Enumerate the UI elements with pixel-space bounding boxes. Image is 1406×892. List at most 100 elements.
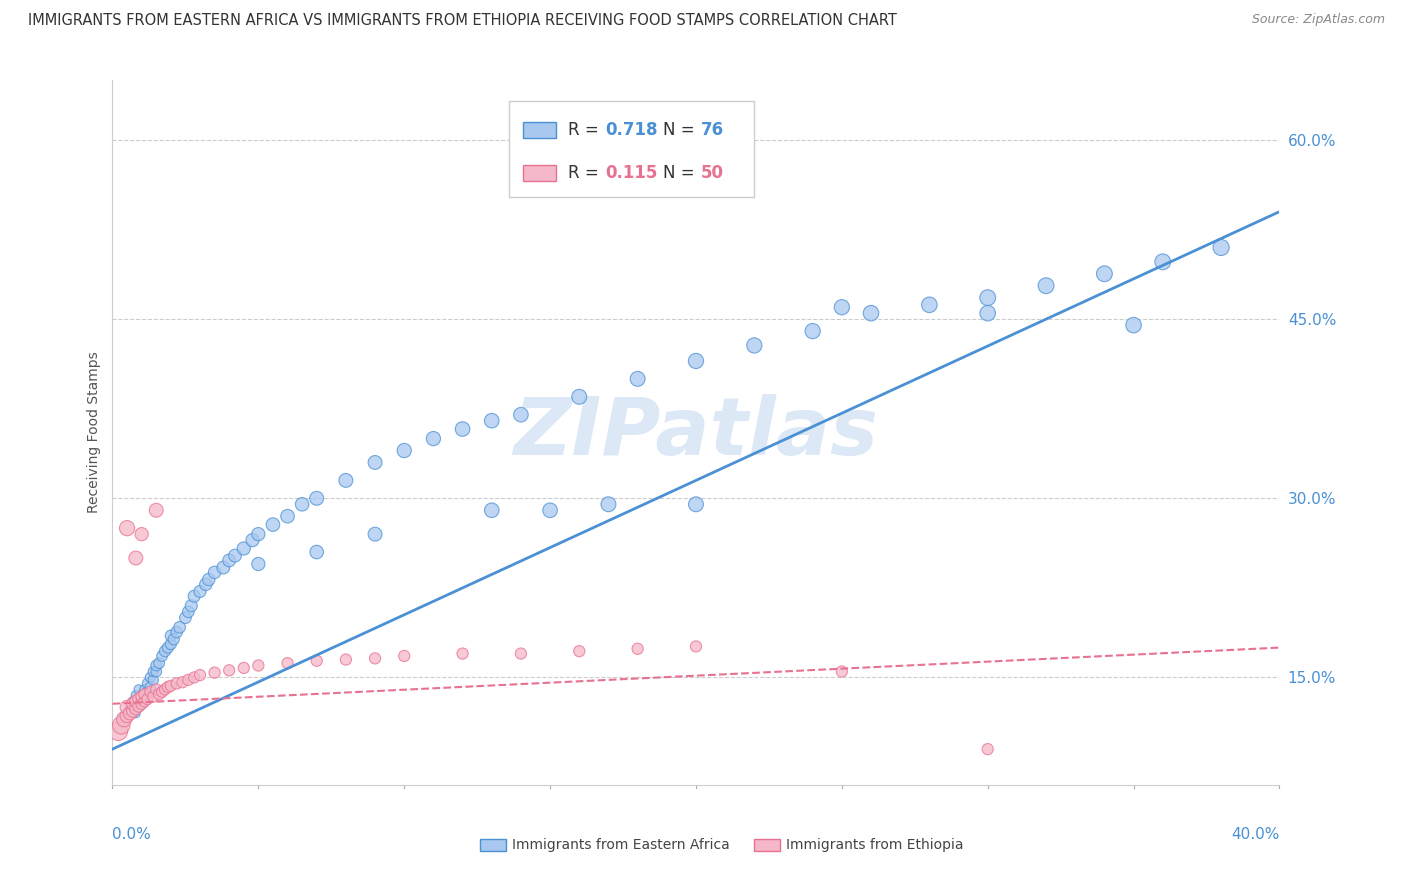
Point — [305, 654, 328, 668]
Point — [136, 676, 159, 690]
Text: R =: R = — [568, 121, 603, 139]
Point — [177, 673, 200, 687]
Point — [188, 668, 211, 682]
Point — [118, 706, 141, 721]
Point — [1035, 278, 1057, 293]
Point — [247, 658, 270, 673]
Point — [148, 656, 170, 670]
Point — [1209, 240, 1232, 254]
Point — [145, 503, 167, 517]
Point — [163, 632, 186, 647]
Point — [145, 682, 167, 697]
Text: 0.718: 0.718 — [605, 121, 658, 139]
Point — [169, 620, 191, 634]
Point — [136, 685, 159, 699]
Point — [364, 455, 387, 469]
Point — [188, 584, 211, 599]
Point — [451, 647, 474, 661]
Point — [131, 697, 153, 711]
Point — [112, 712, 135, 726]
Point — [538, 503, 561, 517]
FancyBboxPatch shape — [509, 102, 755, 196]
Point — [247, 557, 270, 571]
Point — [160, 629, 183, 643]
Point — [183, 589, 205, 603]
Point — [197, 573, 219, 587]
Point — [150, 685, 173, 699]
Point — [125, 551, 148, 566]
Point — [118, 700, 141, 714]
Point — [451, 422, 474, 436]
Point — [276, 509, 298, 524]
FancyBboxPatch shape — [755, 838, 780, 851]
Point — [291, 497, 314, 511]
Point — [153, 644, 176, 658]
Point — [335, 652, 357, 666]
Text: 50: 50 — [700, 164, 724, 182]
Point — [481, 503, 503, 517]
Point — [180, 599, 202, 613]
Text: N =: N = — [664, 164, 700, 182]
Point — [128, 699, 150, 714]
Point — [212, 560, 235, 574]
Point — [481, 414, 503, 428]
Text: Immigrants from Ethiopia: Immigrants from Ethiopia — [786, 838, 963, 852]
Point — [128, 692, 150, 706]
Point — [860, 306, 883, 320]
Point — [128, 682, 150, 697]
Point — [125, 689, 148, 703]
Point — [509, 647, 531, 661]
Point — [142, 690, 165, 704]
Text: Immigrants from Eastern Africa: Immigrants from Eastern Africa — [512, 838, 730, 852]
Point — [131, 697, 153, 711]
Point — [125, 706, 148, 721]
Point — [131, 690, 153, 704]
Point — [128, 700, 150, 714]
Point — [139, 670, 162, 684]
Point — [107, 724, 129, 739]
Point — [305, 491, 328, 506]
Point — [232, 541, 254, 556]
Point — [125, 701, 148, 715]
Point — [218, 553, 240, 567]
Point — [115, 708, 138, 723]
Point — [831, 300, 853, 314]
Point — [166, 676, 188, 690]
Point — [156, 640, 179, 655]
Point — [177, 605, 200, 619]
Point — [172, 675, 194, 690]
Point — [115, 706, 138, 721]
Point — [115, 700, 138, 714]
Point — [115, 521, 138, 535]
Point — [224, 549, 246, 563]
Point — [394, 648, 416, 663]
Point — [1122, 318, 1144, 332]
Point — [568, 644, 591, 658]
Point — [335, 474, 357, 488]
Point — [801, 324, 824, 338]
Point — [160, 637, 183, 651]
Point — [262, 517, 284, 532]
Point — [122, 704, 145, 718]
Point — [364, 651, 387, 665]
Text: 0.115: 0.115 — [605, 164, 658, 182]
Point — [685, 497, 707, 511]
Point — [976, 742, 998, 756]
Point — [110, 712, 132, 726]
Text: 76: 76 — [700, 121, 724, 139]
Point — [364, 527, 387, 541]
Point — [125, 694, 148, 708]
Point — [627, 372, 650, 386]
Point — [918, 298, 941, 312]
Point — [142, 673, 165, 687]
Point — [627, 641, 650, 656]
Point — [1094, 267, 1116, 281]
Point — [131, 689, 153, 703]
FancyBboxPatch shape — [523, 165, 555, 180]
Point — [204, 566, 226, 580]
Text: 40.0%: 40.0% — [1232, 827, 1279, 842]
Point — [1152, 255, 1174, 269]
Y-axis label: Receiving Food Stamps: Receiving Food Stamps — [87, 351, 101, 514]
Point — [218, 663, 240, 677]
Point — [276, 656, 298, 670]
